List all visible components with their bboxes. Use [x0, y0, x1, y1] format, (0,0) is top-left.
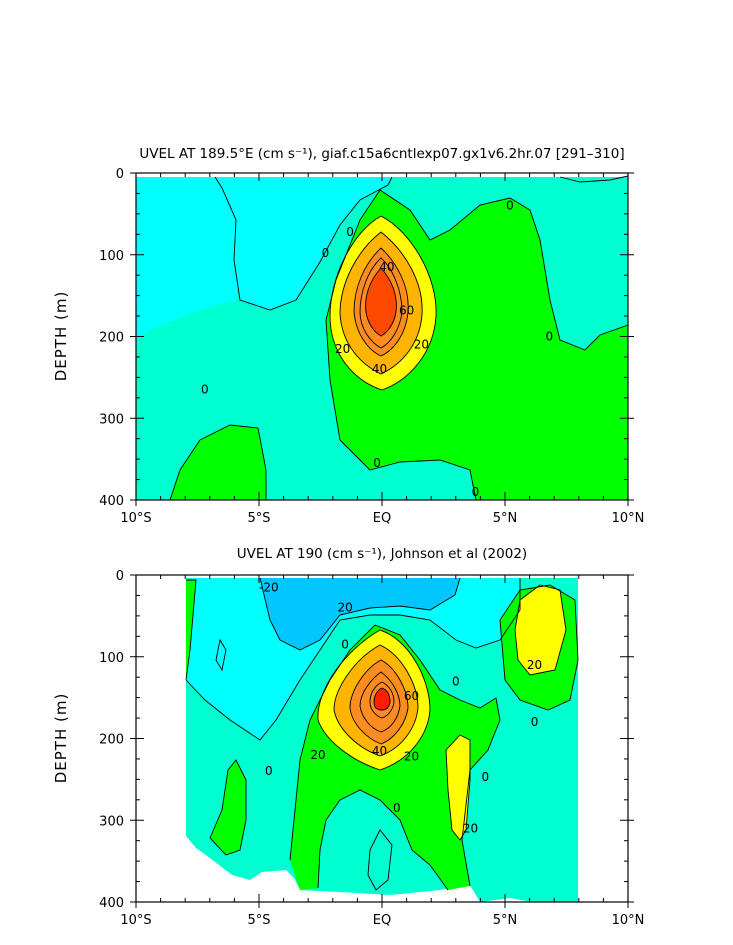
- fill-strong-negative-obs: [260, 578, 460, 650]
- contour-label: 20: [527, 658, 542, 672]
- y-tick-label: 300: [99, 412, 124, 427]
- fill-jet-core: [365, 268, 397, 336]
- contour-label: 40: [372, 744, 387, 758]
- model-panel: UVEL AT 189.5°E (cm s⁻¹), giaf.c15a6cntl…: [52, 146, 644, 526]
- contour-label: 0: [481, 770, 489, 784]
- y-tick-label: 100: [99, 651, 124, 666]
- contour-label: 0: [452, 674, 460, 688]
- fill-jet-core-obs: [374, 688, 390, 710]
- x-tick-label: 10°S: [120, 913, 151, 928]
- x-tick-label: 5°S: [247, 913, 270, 928]
- x-tick-label: 5°N: [493, 913, 518, 928]
- x-tick-label: 5°N: [493, 511, 518, 526]
- contour-label: 20: [337, 601, 352, 615]
- y-tick-label: 200: [99, 733, 124, 748]
- observation-contour-labels: -20 20 0 0 60 20 0 40 20 20 0 0 0 20: [259, 580, 542, 835]
- fill-jet-20-obs-south: [446, 735, 470, 840]
- contour-label: 0: [322, 246, 330, 260]
- contour-label: 20: [414, 338, 429, 352]
- observation-panel: UVEL AT 190 (cm s⁻¹), Johnson et al (200…: [52, 546, 644, 928]
- contour-label: 20: [404, 749, 419, 763]
- y-tick-label: 0: [116, 569, 124, 584]
- contour-label: 40: [379, 260, 394, 274]
- y-tick-label: 100: [99, 249, 124, 264]
- contour-label: -20: [259, 580, 279, 594]
- y-tick-label: 400: [99, 494, 124, 509]
- contour-label: 0: [531, 715, 539, 729]
- contour-label: 20: [310, 748, 325, 762]
- fill-positive-obs-deep: [210, 760, 246, 855]
- fill-negative-west-band: [136, 177, 300, 340]
- model-y-axis-label: DEPTH (m): [52, 291, 70, 382]
- y-tick-label: 300: [99, 814, 124, 829]
- y-tick-label: 200: [99, 331, 124, 346]
- fill-negative-west: [136, 177, 392, 310]
- observation-contour-field: [136, 575, 628, 902]
- model-panel-title: UVEL AT 189.5°E (cm s⁻¹), giaf.c15a6cntl…: [139, 146, 624, 162]
- fill-jet-20-obs-east: [515, 585, 566, 675]
- x-tick-label: 10°N: [612, 511, 645, 526]
- contour-label: 0: [265, 764, 273, 778]
- model-contour-field: [136, 173, 628, 500]
- x-tick-label: 10°S: [120, 511, 151, 526]
- contour-label: 40: [372, 362, 387, 376]
- contour-label: 0: [341, 637, 349, 651]
- fill-positive-southwest: [170, 425, 266, 500]
- contour-label: 20: [335, 342, 350, 356]
- x-tick-label: EQ: [373, 913, 391, 928]
- contour-label: 0: [346, 225, 354, 239]
- contour-label: 0: [472, 485, 480, 499]
- contour-label: 20: [463, 821, 478, 835]
- x-tick-label: 10°N: [612, 913, 645, 928]
- observation-panel-title: UVEL AT 190 (cm s⁻¹), Johnson et al (200…: [237, 546, 527, 562]
- y-tick-label: 0: [116, 167, 124, 182]
- model-contour-labels: 0 0 0 0 0 0 0 20 20 40 40 60: [201, 199, 553, 499]
- contour-label: 60: [404, 689, 419, 703]
- contour-label: 0: [201, 383, 209, 397]
- observation-y-axis-label: DEPTH (m): [52, 693, 70, 784]
- contour-label: 60: [399, 303, 414, 317]
- x-tick-label: 5°S: [247, 511, 270, 526]
- x-tick-label: EQ: [373, 511, 391, 526]
- contour-label: 0: [545, 330, 553, 344]
- contour-label: 0: [393, 801, 401, 815]
- contour-label: 0: [373, 456, 381, 470]
- y-tick-label: 400: [99, 896, 124, 911]
- contour-label: 0: [506, 199, 514, 213]
